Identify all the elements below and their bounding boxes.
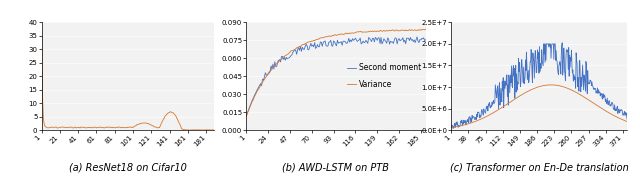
Second moment <box>243 115 250 117</box>
Second moment <box>262 72 269 74</box>
Second moment <box>294 48 301 51</box>
Text: (c) Transformer on En-De translation: (c) Transformer on En-De translation <box>450 162 628 172</box>
Line: Variance: Variance <box>246 29 426 116</box>
Variance <box>422 28 429 31</box>
Second moment <box>324 45 332 47</box>
Text: (a) ResNet18 on Cifar10: (a) ResNet18 on Cifar10 <box>69 162 187 172</box>
Variance <box>420 28 428 31</box>
Variance <box>324 36 332 38</box>
Variance <box>262 77 269 79</box>
Variance <box>333 34 340 37</box>
Second moment <box>333 45 340 47</box>
Legend: Second moment, Variance: Second moment, Variance <box>344 60 424 92</box>
Variance <box>294 46 301 48</box>
Variance <box>296 45 304 47</box>
Second moment <box>284 57 292 59</box>
Line: Second moment: Second moment <box>246 37 426 116</box>
Text: (b) AWD-LSTM on PTB: (b) AWD-LSTM on PTB <box>282 162 390 172</box>
Variance <box>243 115 250 118</box>
Second moment <box>296 45 304 47</box>
Second moment <box>422 39 429 41</box>
Variance <box>284 53 292 55</box>
Second moment <box>413 36 421 38</box>
